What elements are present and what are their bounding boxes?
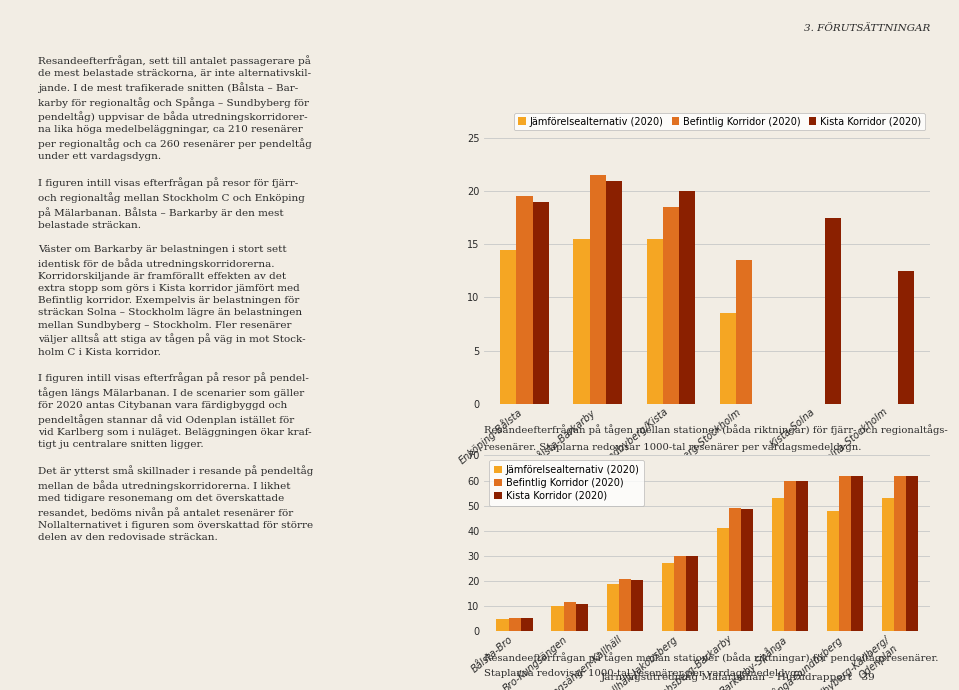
Text: resenärer. Staplarna redovisar 1000-tal resenärer per vardagsmedeldygn.: resenärer. Staplarna redovisar 1000-tal … [484, 443, 862, 452]
Bar [551, 607, 564, 631]
Bar [772, 498, 784, 631]
Bar [784, 480, 796, 631]
Bar [881, 498, 894, 631]
Bar [564, 602, 575, 631]
Bar [508, 618, 521, 631]
Bar [719, 313, 736, 404]
Text: Järnvägsutredning Mälarbanan – Huvudrapport   39: Järnvägsutredning Mälarbanan – Huvudrapp… [601, 673, 876, 682]
Bar [827, 511, 839, 631]
Bar [606, 584, 619, 631]
Bar [517, 197, 532, 404]
Bar [501, 250, 517, 404]
Text: Resandeefterfrågan på tågen mellan stationer (båda riktningar) för fjärr- och re: Resandeefterfrågan på tågen mellan stati… [484, 424, 948, 435]
Bar [575, 604, 588, 631]
Bar [741, 509, 753, 631]
Bar [532, 201, 549, 404]
Bar [679, 191, 695, 404]
Bar [898, 271, 914, 404]
Bar [497, 619, 508, 631]
Text: Staplarna redovisar 1000-tal resenärer per vardagsmedeldygn.: Staplarna redovisar 1000-tal resenärer p… [484, 669, 807, 678]
Bar [825, 218, 841, 404]
Bar [663, 207, 679, 404]
Bar [521, 618, 533, 631]
Legend: Jämförelsealternativ (2020), Befintlig Korridor (2020), Kista Korridor (2020): Jämförelsealternativ (2020), Befintlig K… [514, 112, 925, 130]
Text: Resandeefterfrågan på tågen mellan stationer (båda riktningar) för pendeltågsres: Resandeefterfrågan på tågen mellan stati… [484, 652, 939, 663]
Text: Resandeefterfrågan, sett till antalet passagerare på
de mest belastade sträckorn: Resandeefterfrågan, sett till antalet pa… [38, 55, 314, 542]
Bar [606, 181, 621, 404]
Legend: Jämförelsealternativ (2020), Befintlig Korridor (2020), Kista Korridor (2020): Jämförelsealternativ (2020), Befintlig K… [489, 460, 644, 506]
Bar [590, 175, 606, 404]
Bar [686, 556, 698, 631]
Text: 3. FÖRUTSÄTTNINGAR: 3. FÖRUTSÄTTNINGAR [804, 24, 930, 33]
Bar [673, 556, 686, 631]
Bar [894, 475, 906, 631]
Bar [619, 578, 631, 631]
Bar [631, 580, 643, 631]
Bar [851, 475, 863, 631]
Bar [573, 239, 590, 404]
Bar [646, 239, 663, 404]
Bar [796, 480, 808, 631]
Bar [736, 260, 752, 404]
Bar [839, 475, 851, 631]
Bar [662, 564, 673, 631]
Bar [729, 508, 741, 631]
Bar [716, 529, 729, 631]
Bar [906, 475, 918, 631]
